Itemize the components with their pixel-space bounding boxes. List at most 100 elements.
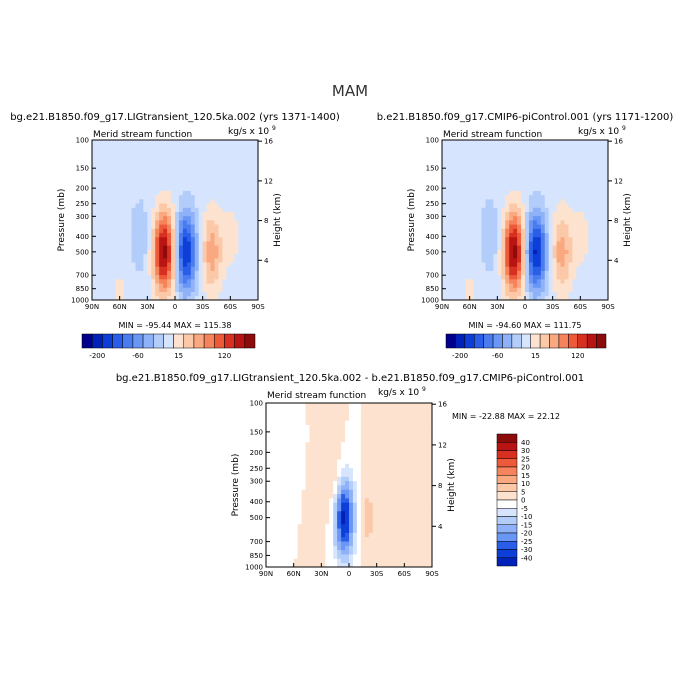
field-cell (412, 454, 417, 460)
field-cell (497, 220, 502, 225)
field-cell (485, 270, 490, 276)
field-cell (194, 198, 200, 204)
field-cell (465, 245, 471, 250)
field-cell (99, 186, 105, 191)
field-cell (596, 203, 601, 208)
field-cell (111, 152, 117, 158)
field-cell (301, 549, 306, 555)
field-cell (345, 476, 350, 482)
field-cell (92, 295, 97, 301)
field-cell (521, 152, 526, 158)
field-cell (396, 532, 401, 538)
field-cell (163, 274, 168, 280)
field-cell (175, 220, 180, 225)
field-cell (604, 161, 609, 166)
field-cell (568, 262, 573, 267)
field-cell (404, 536, 409, 542)
field-cell (242, 253, 247, 259)
field-cell (525, 140, 530, 145)
field-cell (505, 169, 510, 175)
field-cell (536, 169, 542, 175)
field-cell (485, 169, 490, 175)
field-cell (297, 510, 302, 516)
field-cell (445, 241, 451, 246)
field-cell (412, 541, 417, 546)
field-cell (445, 245, 451, 250)
field-cell (457, 161, 463, 166)
field-cell (513, 228, 518, 234)
field-cell (372, 545, 378, 551)
field-cell (206, 245, 211, 250)
field-cell (99, 278, 105, 284)
field-cell (250, 245, 255, 250)
field-cell (309, 441, 314, 447)
field-cell (349, 411, 354, 417)
field-cell (592, 156, 597, 162)
field-cell (269, 489, 275, 495)
field-cell (449, 228, 455, 234)
field-cell (155, 228, 160, 234)
field-cell (442, 266, 447, 271)
field-cell (521, 156, 526, 162)
field-cell (99, 144, 105, 149)
field-cell (131, 270, 136, 276)
field-cell (380, 558, 385, 564)
field-cell (325, 493, 330, 499)
field-cell (356, 549, 362, 555)
field-cell (155, 156, 160, 162)
field-cell (285, 459, 291, 464)
field-cell (131, 177, 136, 183)
field-cell (416, 536, 421, 542)
panel3-title: bg.e21.B1850.f09_g17.LIGtransient_120.5k… (116, 373, 584, 384)
field-cell (489, 278, 494, 284)
field-cell (345, 545, 350, 551)
field-cell (532, 190, 538, 196)
field-cell (167, 152, 172, 158)
field-cell (528, 207, 534, 212)
field-cell (525, 173, 530, 179)
field-cell (552, 257, 558, 263)
field-cell (544, 262, 550, 267)
field-cell (457, 203, 463, 208)
field-cell (182, 182, 188, 187)
field-cell (513, 253, 518, 259)
field-cell (442, 148, 447, 154)
field-cell (368, 541, 374, 546)
field-cell (92, 228, 97, 234)
field-cell (540, 274, 546, 280)
field-cell (528, 220, 534, 225)
field-cell (473, 253, 478, 259)
field-cell (493, 270, 498, 276)
field-cell (596, 270, 601, 276)
field-cell (127, 190, 132, 196)
field-cell (513, 287, 518, 292)
field-cell (384, 407, 389, 413)
field-cell (473, 140, 478, 145)
field-cell (345, 428, 350, 434)
x-tick-label: 60N (463, 303, 477, 311)
field-cell (420, 424, 425, 430)
field-cell (202, 274, 208, 280)
field-cell (360, 472, 366, 477)
field-cell (540, 177, 546, 183)
field-cell (392, 532, 397, 538)
field-cell (513, 278, 518, 284)
field-cell (536, 177, 542, 183)
field-cell (548, 186, 554, 191)
field-cell (198, 249, 204, 255)
field-cell (449, 266, 455, 271)
field-cell (135, 165, 140, 170)
field-cell (345, 541, 350, 546)
field-cell (392, 528, 397, 533)
field-cell (182, 295, 188, 301)
field-cell (305, 480, 310, 486)
field-cell (111, 228, 117, 234)
field-cell (115, 177, 121, 183)
field-cell (376, 541, 382, 546)
field-cell (293, 472, 299, 477)
field-cell (230, 257, 235, 263)
field-cell (517, 203, 522, 208)
field-cell (123, 161, 128, 166)
field-cell (222, 144, 227, 149)
field-cell (115, 228, 121, 234)
